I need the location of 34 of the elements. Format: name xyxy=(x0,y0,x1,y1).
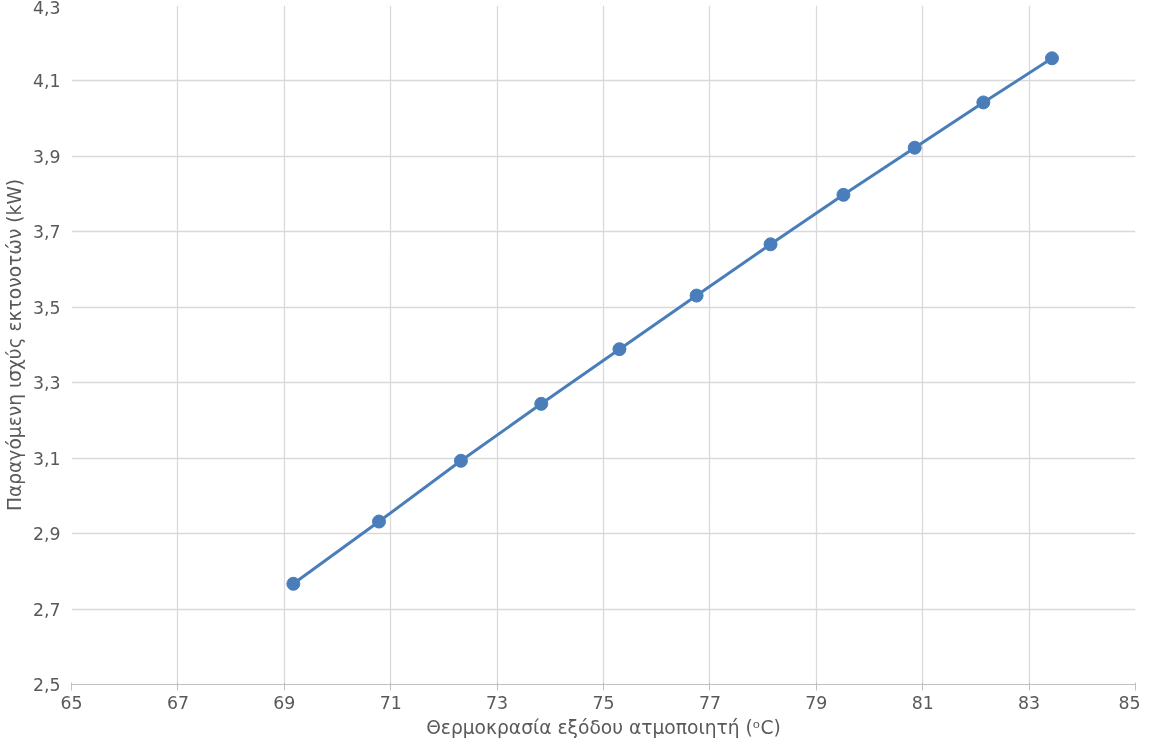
y-tick-label: 4,1 xyxy=(32,71,61,92)
point xyxy=(836,187,851,202)
x-axis-title: Θερμοκρασία εξόδου ατμοποιητή (ᵒC) xyxy=(426,716,781,738)
x-tick-label: 85 xyxy=(1118,692,1141,713)
point xyxy=(534,396,549,411)
y-tick-label: 3,3 xyxy=(32,373,61,394)
x-tick-label: 81 xyxy=(911,692,934,713)
x-tick-label: 75 xyxy=(592,692,615,713)
y-tick-label: 2,9 xyxy=(32,524,61,545)
point xyxy=(689,288,704,303)
point xyxy=(976,95,991,110)
point xyxy=(372,514,386,529)
x-tick-label: 77 xyxy=(698,692,721,713)
x-tick-label: 83 xyxy=(1018,692,1041,713)
y-tick-label: 2,7 xyxy=(32,599,61,620)
x-tick-label: 65 xyxy=(60,692,83,713)
point xyxy=(907,140,922,155)
y-tick-label: 3,7 xyxy=(32,222,61,243)
y-tick-label: 2,5 xyxy=(32,675,61,695)
x-tick-label: 73 xyxy=(486,692,509,713)
y-tick-label: 3,9 xyxy=(32,146,61,167)
point xyxy=(286,576,301,591)
x-tick-label: 69 xyxy=(273,692,296,713)
point xyxy=(453,453,468,468)
y-axis-title: Παραγόμενη ισχύς εκτονοτών (kW) xyxy=(3,178,25,512)
point xyxy=(763,237,778,252)
x-tick-label: 71 xyxy=(379,692,402,713)
x-tick-label: 79 xyxy=(805,692,828,713)
x-tick-label: 67 xyxy=(166,692,189,713)
y-tick-label: 3,1 xyxy=(32,448,61,469)
point xyxy=(612,342,627,357)
point xyxy=(1044,51,1059,66)
y-tick-label: 4,3 xyxy=(32,0,61,18)
y-tick-label: 3,5 xyxy=(32,297,61,318)
